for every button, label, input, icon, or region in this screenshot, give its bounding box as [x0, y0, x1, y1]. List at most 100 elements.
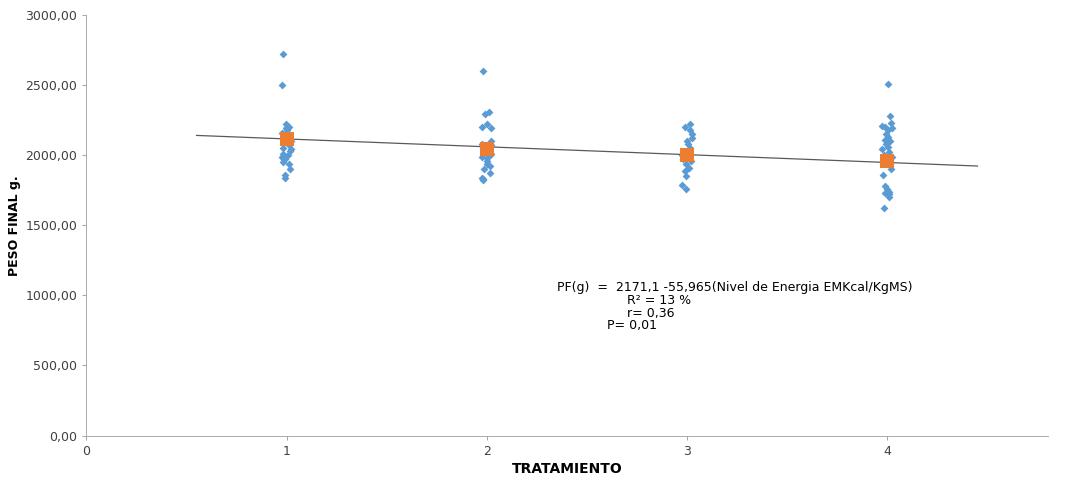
Point — [483, 125, 500, 133]
Point — [478, 159, 496, 167]
Point — [881, 158, 899, 166]
Point — [674, 151, 691, 159]
Point — [274, 50, 292, 58]
Point — [475, 165, 492, 173]
Point — [273, 152, 291, 160]
Point — [283, 137, 300, 145]
Point — [879, 133, 896, 141]
Point — [476, 110, 494, 118]
Point — [474, 140, 491, 148]
Point — [282, 146, 299, 153]
Point — [483, 142, 500, 149]
Point — [882, 119, 900, 127]
Point — [684, 130, 701, 138]
Point — [473, 152, 490, 160]
Point — [676, 152, 693, 160]
Point — [280, 151, 297, 159]
Point — [881, 112, 899, 120]
Point — [278, 125, 295, 133]
X-axis label: TRATAMIENTO: TRATAMIENTO — [512, 462, 622, 476]
Point — [877, 123, 894, 131]
Point — [876, 189, 893, 197]
Text: r= 0,36: r= 0,36 — [627, 306, 675, 320]
Point — [281, 123, 298, 131]
Point — [879, 143, 896, 150]
Point — [877, 140, 894, 148]
Point — [474, 144, 491, 152]
Text: PF(g)  =  2171,1 -55,965(Nivel de Energia EMKcal/KgMS): PF(g) = 2171,1 -55,965(Nivel de Energia … — [557, 281, 913, 295]
Point — [679, 140, 697, 148]
Point — [677, 172, 694, 180]
Point — [273, 81, 291, 89]
Point — [876, 204, 893, 212]
Point — [473, 174, 490, 182]
Point — [879, 157, 896, 165]
Point — [278, 130, 295, 138]
Point — [676, 123, 693, 131]
Y-axis label: PESO FINAL g.: PESO FINAL g. — [9, 175, 22, 276]
Point — [875, 171, 892, 179]
Point — [883, 125, 901, 133]
Point — [276, 174, 294, 182]
Point — [681, 120, 699, 128]
Text: R² = 13 %: R² = 13 % — [627, 294, 691, 307]
Point — [881, 191, 899, 198]
Point — [481, 169, 498, 177]
Point — [880, 148, 897, 156]
Text: P= 0,01: P= 0,01 — [607, 319, 657, 332]
Point — [276, 171, 294, 179]
Point — [274, 158, 292, 166]
Point — [281, 142, 298, 149]
Point — [483, 137, 500, 145]
Point — [882, 165, 900, 173]
Point — [478, 120, 496, 128]
Point — [678, 137, 696, 145]
Point — [674, 155, 691, 163]
Point — [676, 166, 693, 175]
Point — [276, 155, 294, 163]
Point — [881, 159, 899, 167]
Point — [882, 137, 900, 145]
Point — [476, 147, 494, 155]
Point — [680, 164, 698, 172]
Point — [880, 193, 897, 201]
Point — [877, 130, 894, 138]
Point — [483, 150, 500, 158]
Point — [883, 152, 901, 160]
Point — [674, 181, 691, 189]
Point — [474, 176, 491, 184]
Point — [474, 175, 491, 183]
Point — [876, 136, 893, 144]
Point — [475, 67, 492, 75]
Point — [681, 126, 699, 134]
Point — [880, 188, 897, 196]
Point — [677, 185, 694, 193]
Point — [879, 80, 896, 88]
Point — [282, 139, 299, 147]
Point — [681, 144, 699, 152]
Point — [879, 126, 896, 134]
Point — [481, 162, 498, 170]
Point — [678, 151, 696, 159]
Point — [874, 146, 891, 153]
Point — [874, 122, 891, 130]
Point — [273, 129, 291, 137]
Point — [473, 123, 490, 131]
Point — [478, 154, 496, 162]
Point — [683, 157, 700, 165]
Point — [877, 182, 894, 190]
Point — [274, 144, 292, 152]
Point — [677, 159, 694, 167]
Point — [482, 151, 499, 159]
Point — [680, 148, 698, 156]
Point — [281, 165, 298, 173]
Point — [274, 154, 292, 162]
Point — [278, 120, 295, 128]
Point — [480, 148, 497, 156]
Point — [481, 108, 498, 116]
Point — [281, 159, 298, 167]
Point — [878, 155, 895, 163]
Point — [278, 135, 295, 143]
Point — [478, 146, 496, 153]
Point — [278, 126, 295, 134]
